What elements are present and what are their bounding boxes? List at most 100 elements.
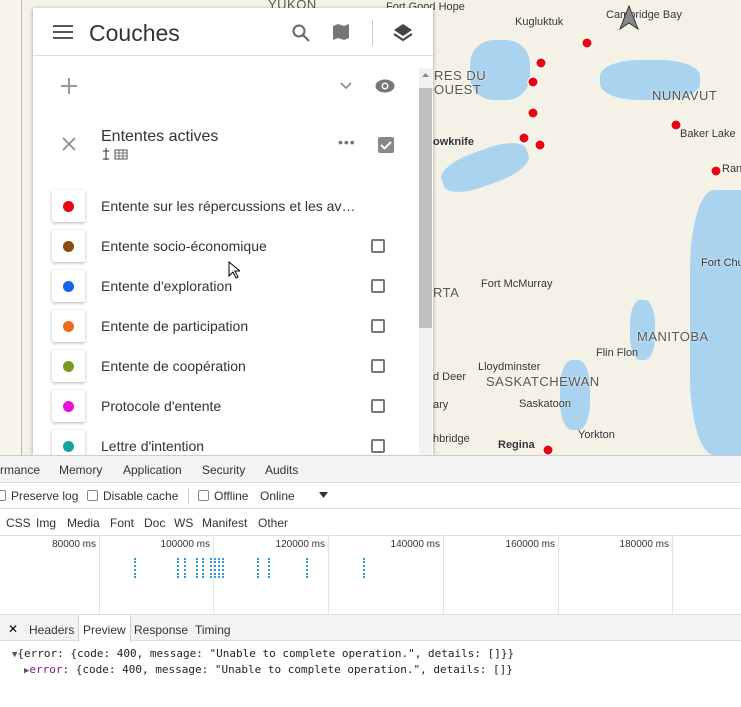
- preserve-log[interactable]: Preserve log: [0, 489, 78, 503]
- menu-icon[interactable]: [53, 25, 73, 39]
- separator: [188, 488, 189, 504]
- map-label: Fort McMurray: [481, 278, 553, 290]
- network-request: [196, 558, 198, 578]
- close-button[interactable]: ✕: [8, 622, 19, 636]
- layer-checkbox[interactable]: [371, 399, 385, 413]
- preview-line[interactable]: ▼{error: {code: 400, message: "Unable to…: [12, 647, 515, 660]
- layers-icon[interactable]: [393, 23, 413, 43]
- devtools: rmance Memory Application Security Audit…: [0, 455, 741, 707]
- map-label: RTA: [433, 285, 460, 300]
- scrollbar[interactable]: [419, 68, 432, 455]
- map-label: Ran: [722, 163, 741, 175]
- filter[interactable]: Font: [110, 516, 135, 530]
- map-marker[interactable]: [534, 139, 546, 151]
- timeline-gridline: [443, 535, 444, 615]
- search-icon[interactable]: [292, 24, 310, 42]
- timeline-gridline: [99, 535, 100, 615]
- devtools-tabs: rmance Memory Application Security Audit…: [0, 456, 741, 483]
- tab[interactable]: rmance: [0, 463, 41, 477]
- layer-checkbox[interactable]: [371, 439, 385, 453]
- lake: [600, 60, 700, 100]
- map-label: Lloydminster: [478, 361, 541, 373]
- layer-checkbox[interactable]: [371, 359, 385, 373]
- legend-button[interactable]: [52, 230, 85, 262]
- timeline-tick: 120000 ms: [275, 539, 325, 550]
- legend-button[interactable]: [52, 390, 85, 422]
- map-label: Baker Lake: [680, 128, 736, 140]
- map-label: ary: [433, 399, 449, 411]
- panel-title: Couches: [89, 20, 180, 46]
- filter[interactable]: Manifest: [202, 516, 248, 530]
- lake: [560, 360, 590, 430]
- legend-button[interactable]: [52, 430, 85, 455]
- map-label: d Deer: [433, 371, 467, 383]
- timeline-gridline: [213, 535, 214, 615]
- map-marker[interactable]: [518, 132, 530, 144]
- map-marker[interactable]: [581, 37, 593, 49]
- layer-item: Protocole d'entente: [33, 386, 433, 426]
- map-marker[interactable]: [527, 107, 539, 119]
- visibility-icon[interactable]: [375, 79, 395, 93]
- layer-label: Entente de coopération: [101, 358, 246, 374]
- filter[interactable]: Img: [36, 516, 57, 530]
- network-toolbar: Preserve log Disable cache Offline Onlin…: [0, 483, 741, 509]
- layer-label: Entente sur les répercussions et les av…: [101, 198, 356, 214]
- layer-item: Entente de coopération: [33, 346, 433, 386]
- timeline-gridline: [558, 535, 559, 615]
- more-button[interactable]: •••: [338, 134, 356, 150]
- tab[interactable]: Security: [202, 463, 246, 477]
- network-request: [257, 558, 259, 578]
- group-type-icons: [103, 148, 128, 160]
- legend-button[interactable]: [52, 350, 85, 382]
- map-label: hbridge: [433, 433, 470, 445]
- disable-cache[interactable]: Disable cache: [87, 489, 178, 503]
- legend-button[interactable]: [52, 270, 85, 302]
- layer-label: Lettre d'intention: [101, 438, 205, 454]
- expand-icon[interactable]: [340, 82, 352, 90]
- map-marker[interactable]: [535, 57, 547, 69]
- map-label: Saskatoon: [519, 398, 571, 410]
- tab[interactable]: Application: [123, 463, 182, 477]
- layer-checkbox[interactable]: [371, 319, 385, 333]
- network-request: [268, 558, 270, 578]
- remove-icon[interactable]: [62, 137, 76, 151]
- offline[interactable]: Offline: [198, 489, 248, 503]
- tab[interactable]: Memory: [59, 463, 103, 477]
- map-marker[interactable]: [527, 76, 539, 88]
- tab[interactable]: Timing: [195, 623, 231, 637]
- filter[interactable]: Other: [258, 516, 289, 530]
- tab-active[interactable]: Preview: [78, 615, 131, 642]
- add-icon[interactable]: [61, 78, 77, 94]
- map-label: NUNAVUT: [652, 88, 718, 103]
- network-request: [363, 558, 365, 578]
- filter[interactable]: Media: [67, 516, 100, 530]
- map-marker[interactable]: [542, 444, 554, 455]
- timeline-tick: 80000 ms: [52, 539, 96, 550]
- layer-checkbox[interactable]: [371, 239, 385, 253]
- layers-panel: Couches Ententes actives ••• Entente sur…: [33, 8, 433, 455]
- map-marker[interactable]: [670, 119, 682, 131]
- dropdown-arrow[interactable]: [319, 492, 328, 499]
- network-request: [210, 558, 212, 578]
- detail-tabs: ✕ Headers Preview Response Timing: [0, 614, 741, 642]
- filter[interactable]: WS: [174, 516, 194, 530]
- group-checkbox[interactable]: [378, 137, 394, 153]
- layer-item: Entente de participation: [33, 306, 433, 346]
- throttle-select[interactable]: Online: [260, 489, 295, 503]
- tab[interactable]: Response: [134, 623, 189, 637]
- filter[interactable]: Doc: [144, 516, 166, 530]
- map-marker[interactable]: [710, 165, 722, 177]
- layer-label: Entente socio-économique: [101, 238, 267, 254]
- map-icon[interactable]: [332, 23, 350, 41]
- compass[interactable]: [618, 5, 640, 31]
- network-request: [306, 558, 308, 578]
- filter[interactable]: CSS: [6, 516, 31, 530]
- preview-line[interactable]: ▶error: {code: 400, message: "Unable to …: [24, 663, 513, 676]
- tab[interactable]: Headers: [29, 623, 75, 637]
- legend-button[interactable]: [52, 190, 85, 222]
- scrollbar-thumb[interactable]: [419, 88, 432, 328]
- layer-checkbox[interactable]: [371, 279, 385, 293]
- tab[interactable]: Audits: [265, 463, 299, 477]
- legend-button[interactable]: [52, 310, 85, 342]
